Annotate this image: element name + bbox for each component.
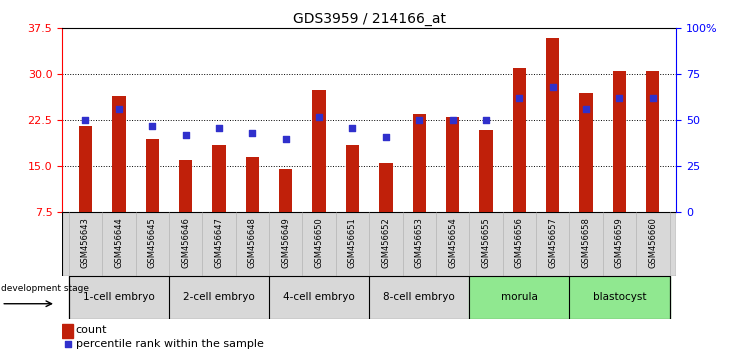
- Text: GSM456654: GSM456654: [448, 217, 457, 268]
- Bar: [62, 212, 676, 276]
- Title: GDS3959 / 214166_at: GDS3959 / 214166_at: [292, 12, 446, 26]
- Point: [513, 96, 525, 101]
- Bar: [369, 276, 469, 319]
- Bar: [169, 276, 269, 319]
- Point: [547, 84, 558, 90]
- Bar: [179, 160, 192, 212]
- Text: GSM456651: GSM456651: [348, 217, 357, 268]
- Text: GSM456656: GSM456656: [515, 217, 524, 268]
- Bar: [546, 38, 559, 212]
- Bar: [412, 114, 426, 212]
- Point: [80, 118, 91, 123]
- Point: [346, 125, 358, 131]
- Text: percentile rank within the sample: percentile rank within the sample: [75, 339, 263, 349]
- Bar: [346, 145, 359, 212]
- Point: [647, 96, 659, 101]
- Point: [62, 341, 74, 347]
- Point: [280, 136, 292, 142]
- Bar: [469, 276, 569, 319]
- Text: 1-cell embryo: 1-cell embryo: [83, 292, 155, 302]
- Text: GSM456643: GSM456643: [81, 217, 90, 268]
- Bar: [246, 157, 259, 212]
- Point: [413, 118, 425, 123]
- Point: [613, 96, 625, 101]
- Bar: [145, 139, 159, 212]
- Bar: [446, 117, 459, 212]
- Text: GSM456660: GSM456660: [648, 217, 657, 268]
- Bar: [613, 71, 626, 212]
- Point: [213, 125, 225, 131]
- Text: GSM456657: GSM456657: [548, 217, 557, 268]
- Point: [580, 107, 592, 112]
- Bar: [312, 90, 326, 212]
- Text: 4-cell embryo: 4-cell embryo: [283, 292, 355, 302]
- Bar: [580, 93, 593, 212]
- Point: [246, 130, 258, 136]
- Text: GSM456653: GSM456653: [414, 217, 424, 268]
- Text: GSM456650: GSM456650: [314, 217, 324, 268]
- Point: [480, 118, 492, 123]
- Text: GSM456659: GSM456659: [615, 217, 624, 268]
- Text: GSM456647: GSM456647: [214, 217, 224, 268]
- Point: [113, 107, 125, 112]
- Bar: [512, 68, 526, 212]
- Text: GSM456648: GSM456648: [248, 217, 257, 268]
- Text: GSM456652: GSM456652: [382, 217, 390, 268]
- Bar: [569, 276, 670, 319]
- Point: [447, 118, 458, 123]
- Bar: [379, 163, 393, 212]
- Bar: [480, 130, 493, 212]
- Point: [380, 134, 392, 140]
- Point: [180, 132, 192, 138]
- Text: development stage: development stage: [1, 284, 89, 292]
- Text: GSM456644: GSM456644: [114, 217, 124, 268]
- Bar: [112, 96, 126, 212]
- Text: GSM456658: GSM456658: [582, 217, 591, 268]
- Text: blastocyst: blastocyst: [593, 292, 646, 302]
- Text: GSM456655: GSM456655: [482, 217, 491, 268]
- Text: GSM456645: GSM456645: [148, 217, 156, 268]
- Text: morula: morula: [501, 292, 538, 302]
- Bar: [212, 145, 226, 212]
- Point: [146, 123, 158, 129]
- Text: GSM456649: GSM456649: [281, 217, 290, 268]
- Bar: [62, 324, 73, 338]
- Text: 8-cell embryo: 8-cell embryo: [383, 292, 455, 302]
- Bar: [646, 71, 659, 212]
- Point: [314, 114, 325, 120]
- Bar: [79, 126, 92, 212]
- Text: GSM456646: GSM456646: [181, 217, 190, 268]
- Bar: [69, 276, 169, 319]
- Bar: [279, 170, 292, 212]
- Bar: [269, 276, 369, 319]
- Text: count: count: [75, 325, 107, 335]
- Text: 2-cell embryo: 2-cell embryo: [183, 292, 255, 302]
